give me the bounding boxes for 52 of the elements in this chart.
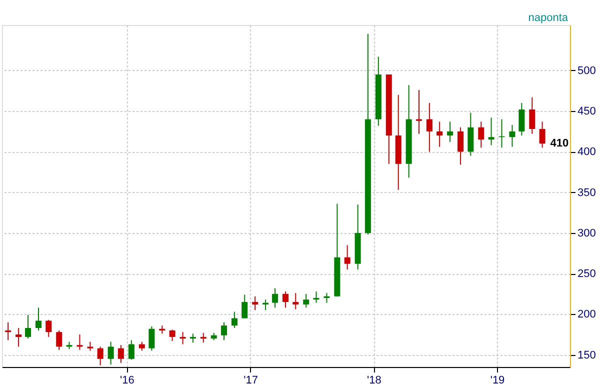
- candlestick: [303, 293, 310, 308]
- annotation: 410: [550, 138, 569, 150]
- candlestick: [5, 322, 12, 341]
- y-tick-label: 300: [578, 227, 596, 240]
- candlestick: [118, 344, 124, 364]
- candlestick: [16, 328, 22, 348]
- y-tick-label: 500: [578, 64, 596, 77]
- candlestick: [97, 346, 104, 366]
- x-tick-label: '19: [490, 374, 505, 386]
- candlestick: [220, 322, 227, 341]
- text: naponta: [528, 12, 569, 24]
- candlestick: [76, 334, 83, 350]
- candlestick: [344, 244, 350, 270]
- candlestick: [436, 121, 443, 148]
- candlestick: [252, 296, 258, 311]
- y-tick-label: 400: [578, 146, 596, 158]
- candlestick: [509, 124, 516, 148]
- candlestick: [200, 332, 206, 344]
- y-tick-label: 450: [578, 106, 596, 118]
- candlestick: [426, 102, 432, 152]
- candlestick: [180, 332, 186, 345]
- candlestick: [447, 121, 454, 142]
- candlestick: [529, 96, 536, 134]
- candlestick: [35, 307, 42, 331]
- candlestick: [478, 121, 484, 148]
- candlestick: [25, 314, 32, 340]
- y-tick-label: 250: [578, 268, 596, 280]
- candlestick: [292, 292, 299, 310]
- candlestick: [488, 117, 494, 146]
- y-tick-label: 350: [578, 186, 596, 199]
- candlestick: [282, 290, 288, 308]
- candlestick: [539, 121, 546, 148]
- candlestick: [169, 329, 176, 342]
- x-tick-label: '18: [367, 374, 382, 386]
- candlestick: [148, 326, 155, 352]
- candlestick: [231, 311, 238, 329]
- candlestick: [313, 290, 320, 304]
- candlestick: [416, 89, 422, 134]
- y-tick-label: 200: [578, 308, 596, 321]
- candlestick: [242, 294, 248, 319]
- candlestick: [128, 340, 134, 360]
- y-tick-label: 150: [578, 349, 596, 362]
- candlestick: [56, 330, 62, 350]
- candlestick: [324, 292, 330, 304]
- x-tick-label: '16: [120, 374, 134, 386]
- candlestick: [458, 126, 464, 166]
- candlestick: [46, 319, 52, 338]
- x-tick-label: '17: [244, 374, 258, 386]
- candlestick: [108, 341, 114, 366]
- candlestick: [272, 288, 278, 308]
- candlestick: [518, 102, 525, 136]
- candlestick: [262, 299, 269, 311]
